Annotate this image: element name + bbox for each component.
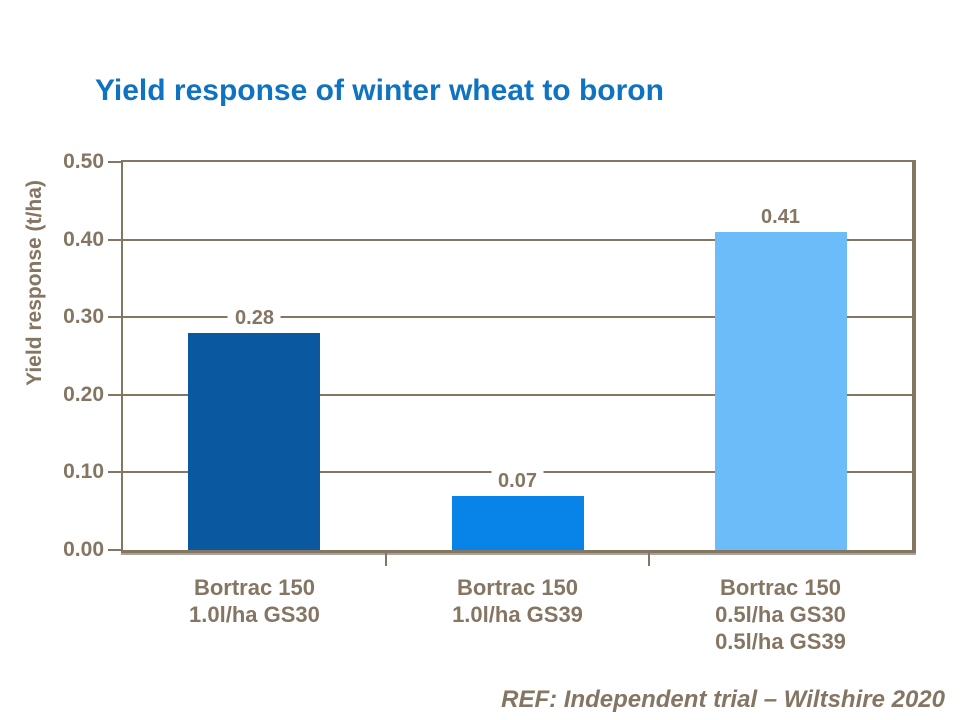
axis-tick-mark <box>108 393 121 396</box>
axis-tick-mark <box>108 549 121 551</box>
axis-tick-mark <box>108 161 121 163</box>
bar-category-1 <box>188 332 321 550</box>
x-category-label-line: 1.0l/ha GS30 <box>189 602 320 627</box>
y-axis-tick-labels: 0.00 0.10 0.20 0.30 0.40 0.50 <box>0 150 104 561</box>
axis-tick-mark <box>108 471 121 474</box>
gridline <box>123 393 912 396</box>
y-axis-tick-label: 0.10 <box>63 460 104 484</box>
axis-tick-mark <box>384 553 387 566</box>
gridline <box>123 238 912 241</box>
x-category-label-line: Bortrac 150 <box>719 575 842 600</box>
bar-category-2 <box>451 495 584 550</box>
x-category-label: Bortrac 150 0.5l/ha GS30 0.5l/ha GS39 <box>715 574 846 655</box>
y-axis-tick-marks <box>108 161 121 551</box>
x-category-label-line: 1.0l/ha GS39 <box>452 602 583 627</box>
reference-text: REF: Independent trial – Wiltshire 2020 <box>501 686 945 713</box>
axis-tick-mark <box>108 316 121 319</box>
x-axis-category-labels: Bortrac 150 1.0l/ha GS30 Bortrac 150 1.0l/h… <box>123 574 912 664</box>
x-category-label: Bortrac 150 1.0l/ha GS39 <box>452 574 583 628</box>
x-category-label-line: Bortrac 150 <box>193 575 316 600</box>
plot-area: 0.28 0.07 0.41 <box>121 160 916 553</box>
x-category-label: Bortrac 150 1.0l/ha GS30 <box>189 574 320 628</box>
x-category-label-line: Bortrac 150 <box>456 575 579 600</box>
y-axis-tick-label: 0.40 <box>63 227 104 251</box>
x-category-label-line: 0.5l/ha GS30 <box>715 602 846 627</box>
chart-title: Yield response of winter wheat to boron <box>95 74 664 107</box>
y-axis-tick-label: 0.30 <box>63 305 104 329</box>
gridline <box>123 316 912 319</box>
bar-value-label: 0.41 <box>754 205 807 229</box>
bar-category-3 <box>714 231 847 550</box>
bar-value-label: 0.28 <box>228 306 281 330</box>
axis-tick-mark <box>108 238 121 241</box>
y-axis-tick-label: 0.20 <box>63 382 104 406</box>
x-category-label-line: 0.5l/ha GS39 <box>715 629 846 654</box>
y-axis-tick-label: 0.00 <box>63 538 104 561</box>
axis-tick-mark <box>647 553 650 566</box>
bar-value-label: 0.07 <box>491 469 544 493</box>
y-axis-tick-label: 0.50 <box>63 150 104 173</box>
x-axis-tick-marks <box>123 553 912 566</box>
